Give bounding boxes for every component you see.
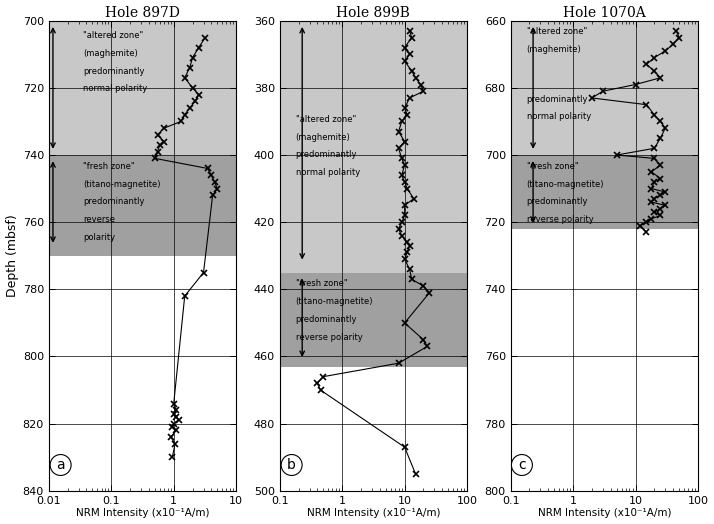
Text: reverse polarity: reverse polarity	[296, 333, 363, 342]
Text: "fresh zone": "fresh zone"	[296, 279, 347, 288]
Bar	[511, 21, 698, 155]
Text: "altered zone": "altered zone"	[83, 31, 143, 40]
Text: predominantly: predominantly	[526, 198, 588, 206]
Text: c: c	[518, 458, 526, 472]
Text: "altered zone": "altered zone"	[526, 27, 587, 37]
Text: b: b	[287, 458, 296, 472]
Text: "altered zone": "altered zone"	[296, 115, 356, 124]
Text: (maghemite): (maghemite)	[83, 49, 138, 58]
Bar	[49, 155, 236, 256]
Title: Hole 897D: Hole 897D	[105, 6, 180, 19]
Bar	[280, 272, 467, 367]
Title: Hole 899B: Hole 899B	[336, 6, 411, 19]
Text: (titano-magnetite): (titano-magnetite)	[83, 180, 161, 189]
Text: (titano-magnetite): (titano-magnetite)	[296, 297, 373, 306]
X-axis label: NRM Intensity (x10⁻¹A/m): NRM Intensity (x10⁻¹A/m)	[538, 508, 671, 518]
Text: normal polarity: normal polarity	[296, 168, 360, 177]
Text: (maghemite): (maghemite)	[526, 45, 581, 54]
Bar	[511, 155, 698, 229]
Text: "fresh zone": "fresh zone"	[526, 162, 578, 171]
Text: normal polarity: normal polarity	[526, 113, 590, 122]
Bar	[280, 21, 467, 272]
Text: (maghemite): (maghemite)	[296, 133, 351, 141]
Text: a: a	[56, 458, 65, 472]
Text: predominantly: predominantly	[83, 67, 144, 75]
Y-axis label: Depth (mbsf): Depth (mbsf)	[6, 214, 19, 297]
Text: predominantly: predominantly	[296, 150, 357, 159]
Title: Hole 1070A: Hole 1070A	[563, 6, 645, 19]
Text: (titano-magnetite): (titano-magnetite)	[526, 180, 604, 189]
Text: normal polarity: normal polarity	[83, 84, 147, 93]
Text: predominantly: predominantly	[526, 95, 588, 104]
Text: reverse polarity: reverse polarity	[526, 215, 593, 224]
Text: polarity: polarity	[83, 233, 115, 242]
Text: reverse: reverse	[83, 215, 115, 224]
X-axis label: NRM Intensity (x10⁻¹A/m): NRM Intensity (x10⁻¹A/m)	[306, 508, 440, 518]
Bar	[49, 21, 236, 155]
Text: predominantly: predominantly	[296, 315, 357, 324]
X-axis label: NRM Intensity (x10⁻¹A/m): NRM Intensity (x10⁻¹A/m)	[76, 508, 209, 518]
Text: "fresh zone": "fresh zone"	[83, 162, 134, 171]
Text: predominantly: predominantly	[83, 198, 144, 206]
